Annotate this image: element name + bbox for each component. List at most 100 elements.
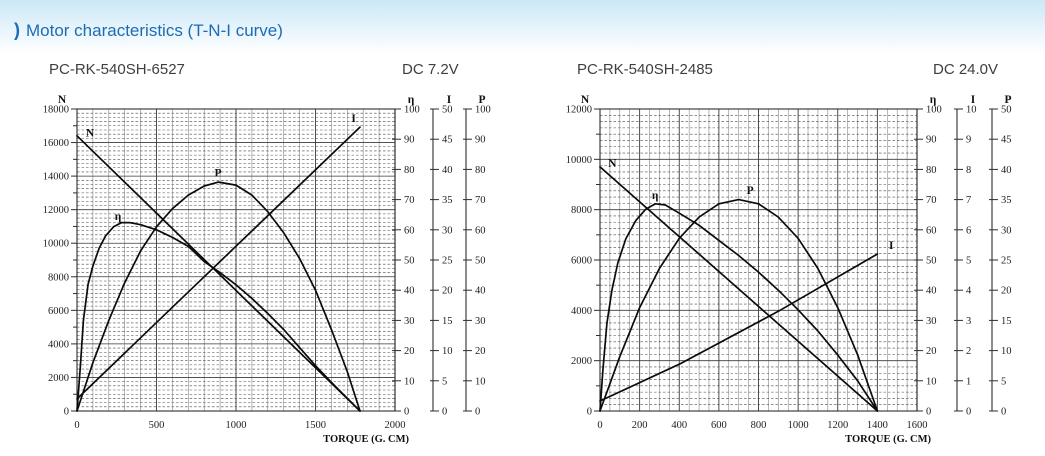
svg-text:30: 30 — [1001, 225, 1012, 236]
motor-model-left: PC-RK-540SH-6527 — [49, 61, 185, 78]
header-gradient-band — [0, 0, 1045, 54]
svg-text:12000: 12000 — [43, 205, 69, 216]
svg-text:30: 30 — [404, 316, 415, 327]
svg-text:4000: 4000 — [48, 339, 69, 350]
svg-text:200: 200 — [632, 420, 648, 431]
chart-title-row-left: PC-RK-540SH-6527 DC 7.2V — [30, 55, 530, 90]
svg-text:N: N — [608, 158, 617, 170]
svg-text:50: 50 — [404, 256, 415, 267]
motor-model-right: PC-RK-540SH-2485 — [577, 61, 713, 78]
current-curve: I — [599, 240, 894, 402]
svg-text:60: 60 — [404, 225, 415, 236]
section-title: Motor characteristics (T-N-I curve) — [26, 21, 283, 40]
svg-text:9: 9 — [966, 135, 971, 146]
svg-text:20: 20 — [926, 346, 937, 357]
svg-text:0: 0 — [587, 407, 592, 418]
power-curve: P — [599, 185, 879, 412]
svg-text:η: η — [930, 94, 937, 106]
chart-motor-2485: PC-RK-540SH-2485 DC 24.0V 0 2000 4000 6000 8… — [545, 55, 1045, 456]
x-axis: 0 500 1000 1500 2000 TORQUE (G. CM) — [74, 420, 409, 445]
svg-text:0: 0 — [64, 407, 69, 418]
svg-text:0: 0 — [966, 407, 971, 418]
svg-text:8: 8 — [966, 165, 971, 176]
svg-text:6000: 6000 — [571, 256, 592, 267]
svg-text:1200: 1200 — [827, 420, 848, 431]
svg-text:2: 2 — [966, 346, 971, 357]
svg-text:40: 40 — [1001, 165, 1012, 176]
svg-text:N: N — [58, 94, 67, 106]
svg-text:70: 70 — [475, 195, 486, 206]
svg-text:30: 30 — [442, 225, 453, 236]
svg-text:20: 20 — [475, 346, 486, 357]
svg-text:2000: 2000 — [571, 356, 592, 367]
svg-text:η: η — [115, 211, 122, 223]
svg-text:5: 5 — [1001, 376, 1006, 387]
svg-text:2000: 2000 — [385, 420, 406, 431]
svg-text:90: 90 — [926, 135, 937, 146]
svg-text:15: 15 — [442, 316, 453, 327]
svg-text:8000: 8000 — [48, 272, 69, 283]
svg-text:5: 5 — [442, 376, 447, 387]
svg-text:15: 15 — [1001, 316, 1012, 327]
svg-text:10000: 10000 — [566, 155, 592, 166]
svg-text:30: 30 — [475, 316, 486, 327]
motor-voltage-left: DC 7.2V — [402, 61, 459, 78]
i-axis: 0 5 10 15 20 25 30 35 40 45 50I — [430, 94, 453, 418]
svg-text:N: N — [581, 94, 590, 106]
svg-text:100: 100 — [475, 105, 491, 116]
power-curve: P — [76, 167, 361, 412]
svg-text:35: 35 — [442, 195, 453, 206]
svg-text:100: 100 — [404, 105, 420, 116]
svg-text:4: 4 — [966, 286, 972, 297]
speed-curve: N — [76, 127, 361, 412]
grid-horizontal — [77, 112, 395, 408]
svg-text:6: 6 — [966, 225, 971, 236]
svg-text:16000: 16000 — [43, 138, 69, 149]
svg-text:800: 800 — [751, 420, 767, 431]
i-axis: 0 1 2 3 4 5 6 7 8 9 10I — [954, 94, 977, 418]
section-bullet: ) — [14, 20, 20, 40]
svg-text:N: N — [86, 127, 95, 139]
svg-text:100: 100 — [926, 105, 942, 116]
svg-text:0: 0 — [597, 420, 602, 431]
svg-text:0: 0 — [926, 407, 931, 418]
svg-text:25: 25 — [442, 256, 453, 267]
svg-text:P: P — [478, 94, 485, 106]
current-curve: I — [76, 113, 361, 400]
svg-text:0: 0 — [74, 420, 79, 431]
motor-voltage-right: DC 24.0V — [933, 61, 999, 78]
svg-text:20: 20 — [442, 286, 453, 297]
svg-text:10: 10 — [475, 376, 486, 387]
svg-text:7: 7 — [966, 195, 971, 206]
svg-text:5: 5 — [966, 256, 971, 267]
svg-text:35: 35 — [1001, 195, 1012, 206]
svg-text:25: 25 — [1001, 256, 1012, 267]
svg-text:50: 50 — [475, 256, 486, 267]
svg-text:10: 10 — [442, 346, 453, 357]
svg-text:80: 80 — [926, 165, 937, 176]
svg-text:30: 30 — [926, 316, 937, 327]
efficiency-curve: η — [599, 190, 879, 412]
svg-text:10000: 10000 — [43, 239, 69, 250]
svg-text:4000: 4000 — [571, 306, 592, 317]
svg-text:1000: 1000 — [226, 420, 247, 431]
n-axis: 0 2000 4000 6000 8000 10000 12000 14000 16000 180… — [43, 94, 77, 418]
svg-text:10: 10 — [404, 376, 415, 387]
svg-text:10: 10 — [1001, 346, 1012, 357]
svg-text:40: 40 — [475, 286, 486, 297]
svg-text:3: 3 — [966, 316, 971, 327]
speed-curve: N — [599, 158, 879, 412]
svg-text:50: 50 — [1001, 105, 1012, 116]
svg-text:10: 10 — [926, 376, 937, 387]
svg-text:60: 60 — [475, 225, 486, 236]
svg-text:0: 0 — [442, 407, 447, 418]
svg-text:90: 90 — [404, 135, 415, 146]
svg-text:40: 40 — [926, 286, 937, 297]
svg-text:70: 70 — [404, 195, 415, 206]
svg-text:P: P — [215, 167, 222, 179]
svg-text:η: η — [652, 190, 659, 202]
